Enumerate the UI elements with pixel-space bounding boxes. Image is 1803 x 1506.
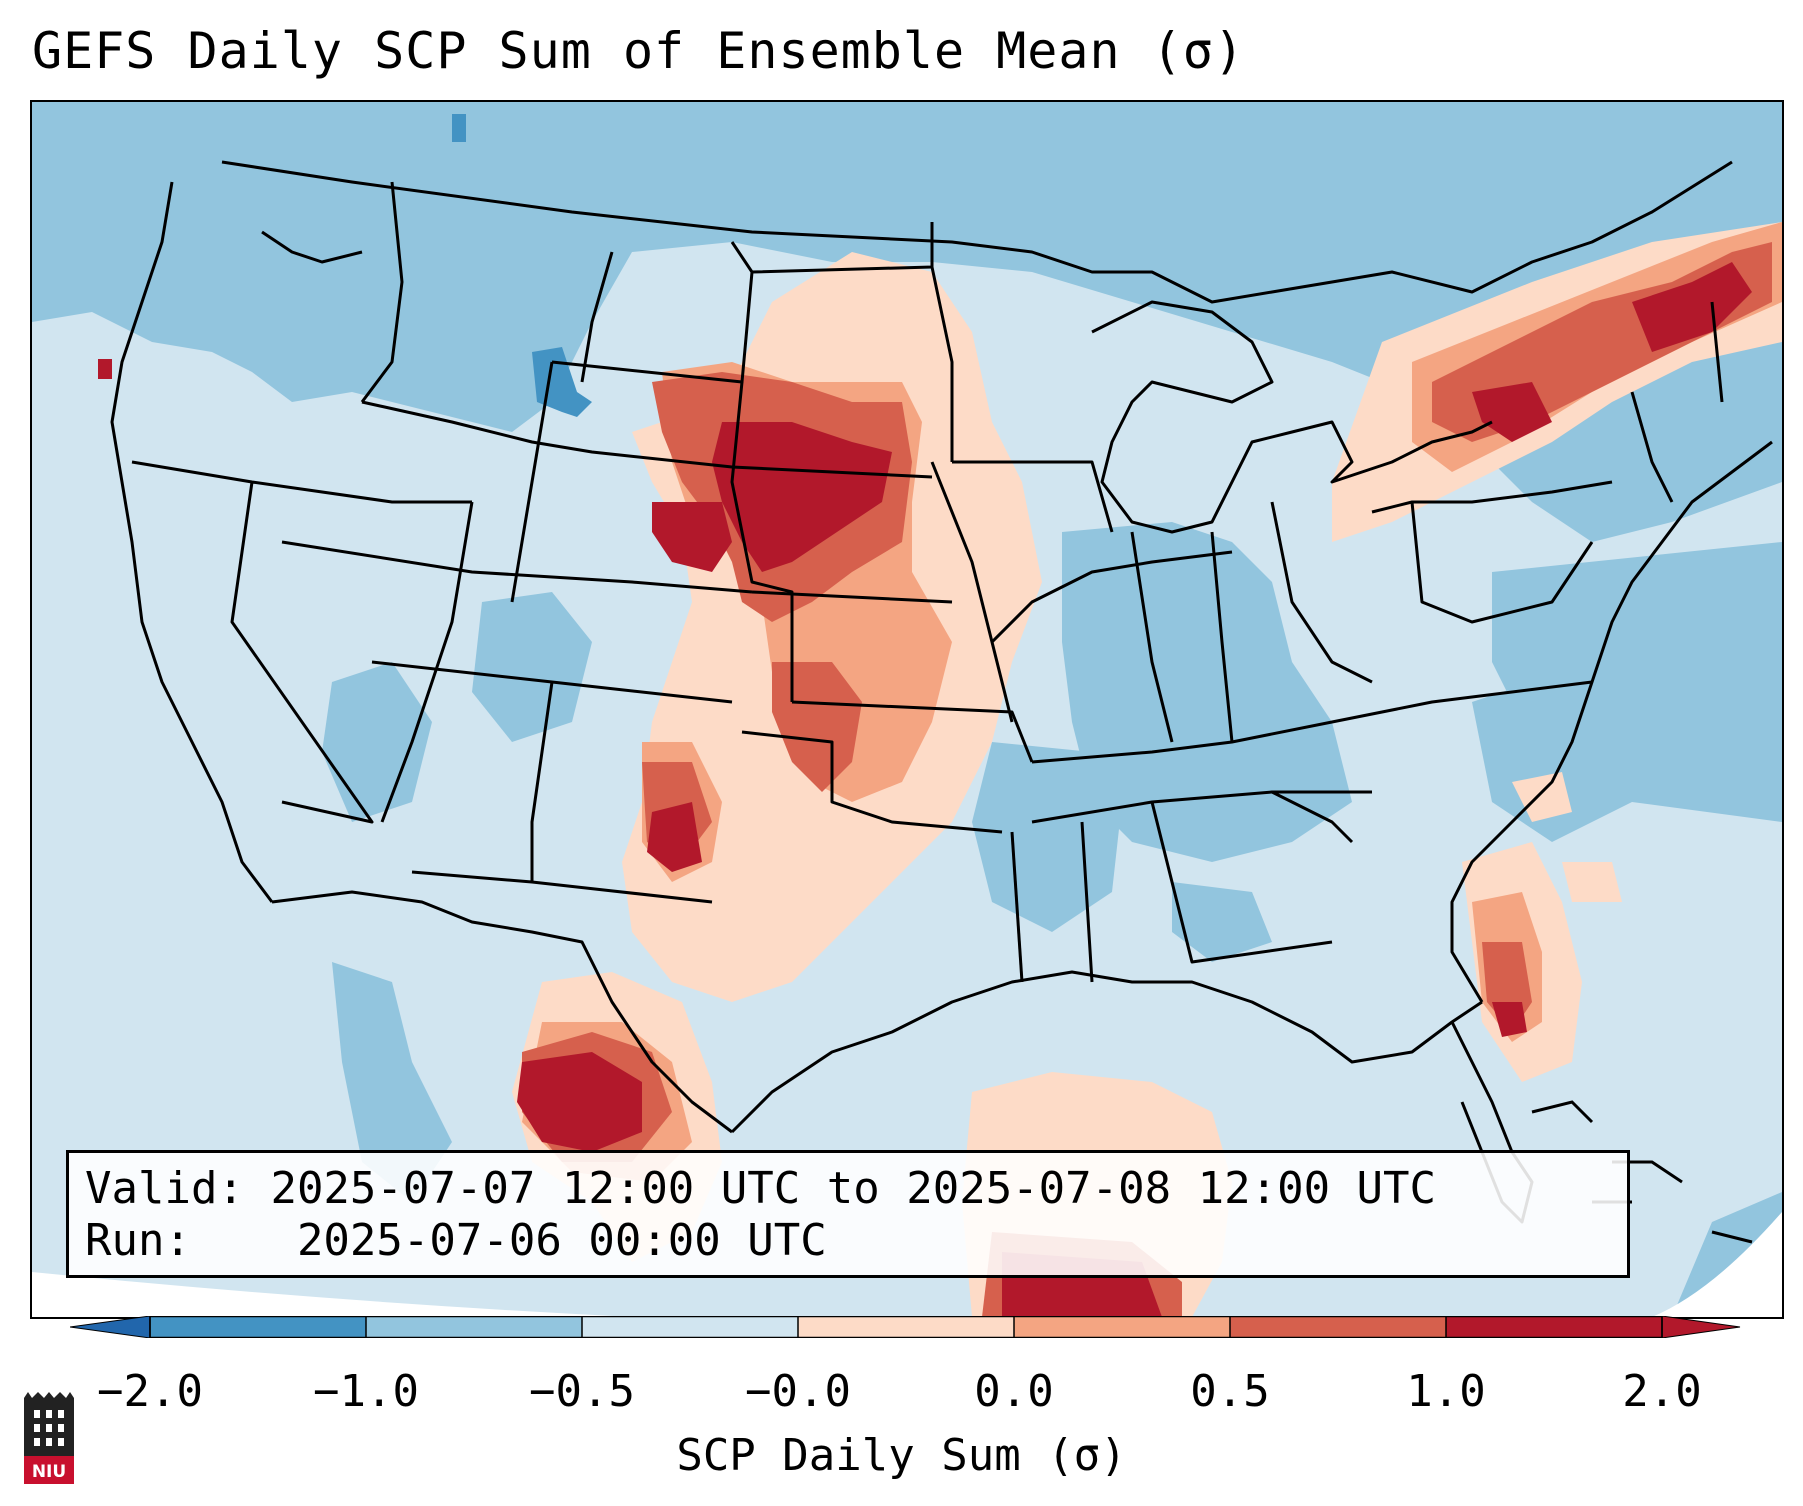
run-label: Run: [85,1215,191,1266]
colorbar-tick: −0.0 [745,1366,851,1417]
niu-logo: NIU [24,1392,74,1484]
west-coast [110,181,274,903]
colorbar-segment [1014,1316,1230,1338]
colorbar-tick: 0.0 [974,1366,1054,1417]
colorbar-tick: −0.5 [529,1366,635,1417]
colorbar-label: SCP Daily Sum (σ) [676,1430,1127,1481]
map-panel [30,100,1784,1319]
logo-text: NIU [32,1462,66,1482]
colorbar-under-extend [70,1316,151,1338]
gulf-coast [730,970,1483,1134]
valid-label: Valid: [85,1163,244,1214]
colorbar-tick: 0.5 [1190,1366,1270,1417]
run-line: Run: 2025-07-06 00:00 UTC [85,1215,827,1266]
colorbar-over-extend [1661,1316,1741,1338]
east-coast [1450,440,1773,1003]
great-lakes [1091,300,1493,534]
colorbar-segment [366,1316,582,1338]
colorbar [70,1316,1741,1338]
chart-title: GEFS Daily SCP Sum of Ensemble Mean (σ) [32,22,1245,80]
colorbar-tick: −1.0 [313,1366,419,1417]
colorbar-tick: 2.0 [1622,1366,1702,1417]
colorbar-tick: 1.0 [1406,1366,1486,1417]
scp-map [32,102,1782,1317]
us-mexico-border [271,890,733,1134]
valid-line: Valid: 2025-07-07 12:00 UTC to 2025-07-0… [85,1163,1436,1214]
run-value: 2025-07-06 00:00 UTC [296,1215,827,1266]
projection-edge-right [1652,1212,1782,1317]
canada-border [221,160,1733,304]
colorbar-segment [1230,1316,1446,1338]
projection-edge-left [32,1272,632,1317]
colorbar-segment [582,1316,798,1338]
validity-info-box: Valid: 2025-07-07 12:00 UTC to 2025-07-0… [66,1150,1630,1278]
colorbar-tick: −2.0 [97,1366,203,1417]
colorbar-segment [1446,1316,1662,1338]
negative-anomaly-regions [32,102,1782,1317]
valid-value: 2025-07-07 12:00 UTC to 2025-07-08 12:00… [270,1163,1437,1214]
colorbar-segment [798,1316,1014,1338]
boundaries [110,160,1773,1224]
colorbar-segment [150,1316,366,1338]
